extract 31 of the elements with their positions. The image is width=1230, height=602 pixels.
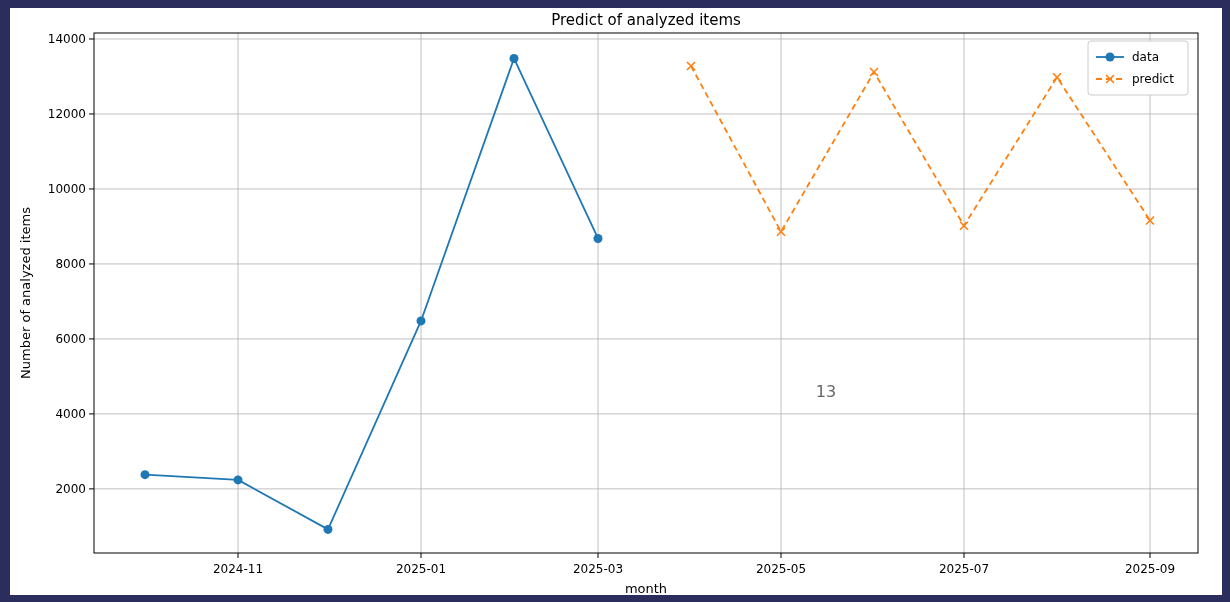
x-tick-label: 2025-05 xyxy=(755,562,807,576)
point xyxy=(1145,215,1155,226)
point xyxy=(416,316,426,326)
x-tick-label: 2025-03 xyxy=(572,562,624,576)
point xyxy=(593,233,603,243)
y-tick-label: 14000 xyxy=(47,32,86,46)
y-tick-label: 6000 xyxy=(55,331,86,346)
legend-label: data xyxy=(1132,50,1160,64)
x-tick-label: 2025-07 xyxy=(938,562,990,576)
point xyxy=(509,53,519,63)
legend-label: predict xyxy=(1132,72,1175,86)
x-tick-label: 2025-01 xyxy=(395,562,447,576)
point xyxy=(686,61,696,71)
y-tick-label: 4000 xyxy=(55,406,86,421)
x-tick-label: 2024-11 xyxy=(212,562,264,576)
point xyxy=(233,475,243,485)
point xyxy=(140,470,150,480)
y-tick-label: 8000 xyxy=(55,256,86,271)
y-tick-label: 12000 xyxy=(47,106,86,121)
y-tick-label: 10000 xyxy=(47,181,86,196)
chart-title: Predict of analyzed items xyxy=(551,11,742,29)
y-tick-label: 2000 xyxy=(55,481,86,496)
point xyxy=(869,67,879,77)
point xyxy=(776,226,786,237)
annotation: 13 xyxy=(815,382,837,401)
point xyxy=(959,220,969,231)
x-tick-label: 2025-09 xyxy=(1124,562,1176,576)
point xyxy=(1052,72,1062,83)
x-axis-title: month xyxy=(624,581,668,596)
point xyxy=(323,524,333,534)
y-axis-title: Number of analyzed items xyxy=(18,206,33,379)
